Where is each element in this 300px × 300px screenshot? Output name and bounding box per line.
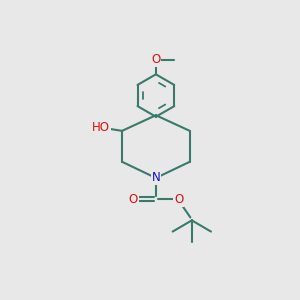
Text: HO: HO [92, 121, 110, 134]
Text: O: O [151, 53, 160, 66]
Text: N: N [152, 172, 160, 184]
Text: O: O [129, 193, 138, 206]
Text: O: O [174, 193, 183, 206]
